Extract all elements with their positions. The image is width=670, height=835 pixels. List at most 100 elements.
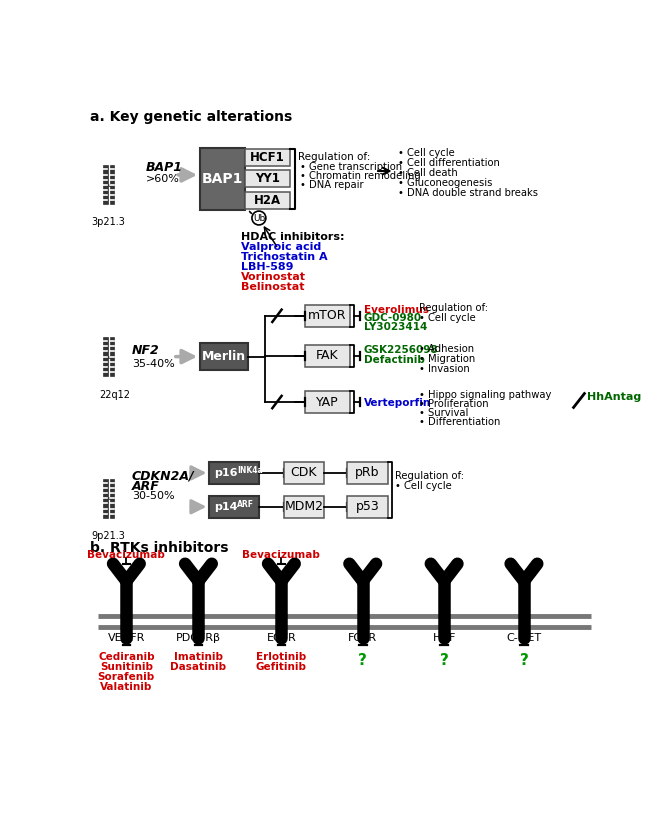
Text: Vorinostat: Vorinostat [241,272,306,282]
Text: Defactinib: Defactinib [364,355,424,365]
Text: Belinostat: Belinostat [241,282,305,292]
Text: C-MET: C-MET [507,633,541,643]
Text: ?: ? [358,653,367,668]
Bar [209,462,259,483]
Text: Everolimus: Everolimus [364,305,429,315]
Text: Bevacizumab: Bevacizumab [88,550,165,560]
Bar [245,149,290,165]
Text: Valatinib: Valatinib [100,681,153,691]
Text: Ub: Ub [253,214,265,222]
Bar [209,496,259,518]
Text: Merlin: Merlin [202,350,246,363]
Text: • Cell death: • Cell death [397,168,458,178]
Text: BAP1: BAP1 [202,172,243,185]
Text: • Gene transcription: • Gene transcription [300,162,402,172]
Text: Trichostatin A: Trichostatin A [241,252,328,262]
Text: Regulation of:: Regulation of: [419,303,488,313]
Text: a. Key genetic alterations: a. Key genetic alterations [90,110,292,124]
Text: Verteporfin: Verteporfin [364,398,431,408]
Text: GSK2256098: GSK2256098 [364,345,438,355]
Text: Bevacizumab: Bevacizumab [243,550,320,560]
Text: ARF: ARF [132,480,159,493]
Circle shape [252,211,266,225]
Bar [110,479,115,518]
Text: 22q12: 22q12 [99,390,130,400]
Text: p16: p16 [214,468,238,478]
Text: CDKN2A/: CDKN2A/ [132,470,194,483]
Text: LY3023414: LY3023414 [364,322,427,332]
Text: ARF: ARF [237,500,254,509]
Bar [305,305,350,326]
Text: HCF1: HCF1 [250,150,285,164]
Bar [283,462,324,483]
Bar [305,392,350,412]
Bar [103,479,107,518]
Text: • Migration: • Migration [419,353,476,363]
Text: LBH-589: LBH-589 [241,262,293,272]
Text: ?: ? [440,653,448,668]
Text: p14: p14 [214,502,238,512]
Text: PDGFRβ: PDGFRβ [176,633,221,643]
Text: HDAC inhibitors:: HDAC inhibitors: [241,232,344,242]
Text: • DNA double strand breaks: • DNA double strand breaks [397,188,537,198]
Text: pRb: pRb [355,467,380,479]
Text: • Invasion: • Invasion [419,363,470,373]
Text: INK4a: INK4a [237,466,263,475]
Text: • DNA repair: • DNA repair [300,180,364,190]
Text: Sorafenib: Sorafenib [98,671,155,681]
Text: • Proliferation: • Proliferation [419,399,489,409]
Text: • Cell cycle: • Cell cycle [419,313,476,323]
Text: HGF: HGF [432,633,456,643]
Text: Erlotinib: Erlotinib [256,651,306,661]
Bar [110,165,115,205]
Bar [200,148,245,210]
Text: 3p21.3: 3p21.3 [92,217,125,227]
Text: Dasatinib: Dasatinib [170,661,226,671]
Text: FGFR: FGFR [348,633,377,643]
Text: VEGFR: VEGFR [108,633,145,643]
Text: mTOR: mTOR [308,309,346,322]
Text: • Cell differentiation: • Cell differentiation [397,158,500,168]
Text: • Adhesion: • Adhesion [419,343,474,353]
Text: 9p21.3: 9p21.3 [92,531,125,541]
Text: ?: ? [519,653,529,668]
Text: BAP1: BAP1 [146,161,183,175]
Text: Gefitinib: Gefitinib [256,661,307,671]
Text: Cediranib: Cediranib [98,651,155,661]
Bar [305,345,350,367]
Text: 35-40%: 35-40% [132,359,175,369]
Text: EGFR: EGFR [267,633,296,643]
Text: H2A: H2A [254,194,281,207]
Text: YY1: YY1 [255,172,280,185]
Text: • Chromatin remodeling: • Chromatin remodeling [300,171,421,181]
Bar [103,337,107,376]
Bar [347,496,387,518]
Text: p53: p53 [356,500,379,514]
Text: 30-50%: 30-50% [132,491,174,501]
Text: Imatinib: Imatinib [174,651,223,661]
Bar [245,170,290,187]
Text: Valproic acid: Valproic acid [241,242,322,252]
Text: HhAntag: HhAntag [588,392,642,402]
Text: CDK: CDK [291,467,317,479]
Text: • Survival: • Survival [419,408,469,418]
Bar [283,496,324,518]
Text: MDM2: MDM2 [284,500,324,514]
Text: • Hippo signaling pathway: • Hippo signaling pathway [419,390,551,400]
Text: b. RTKs inhibitors: b. RTKs inhibitors [90,540,228,554]
Text: • Cell cycle: • Cell cycle [395,481,452,491]
Text: Regulation of:: Regulation of: [395,471,464,481]
Bar [347,462,387,483]
Text: NF2: NF2 [132,344,159,357]
Text: Sunitinib: Sunitinib [100,661,153,671]
Text: • Differentiation: • Differentiation [419,418,500,428]
Text: >60%: >60% [146,174,180,184]
Text: Regulation of:: Regulation of: [297,152,370,162]
Bar [200,342,248,371]
Text: GDC-0980: GDC-0980 [364,313,421,323]
Text: • Gluconeogenesis: • Gluconeogenesis [397,178,492,188]
Bar [103,165,107,205]
Text: FAK: FAK [316,349,338,362]
Bar [245,192,290,209]
Text: YAP: YAP [316,396,338,408]
